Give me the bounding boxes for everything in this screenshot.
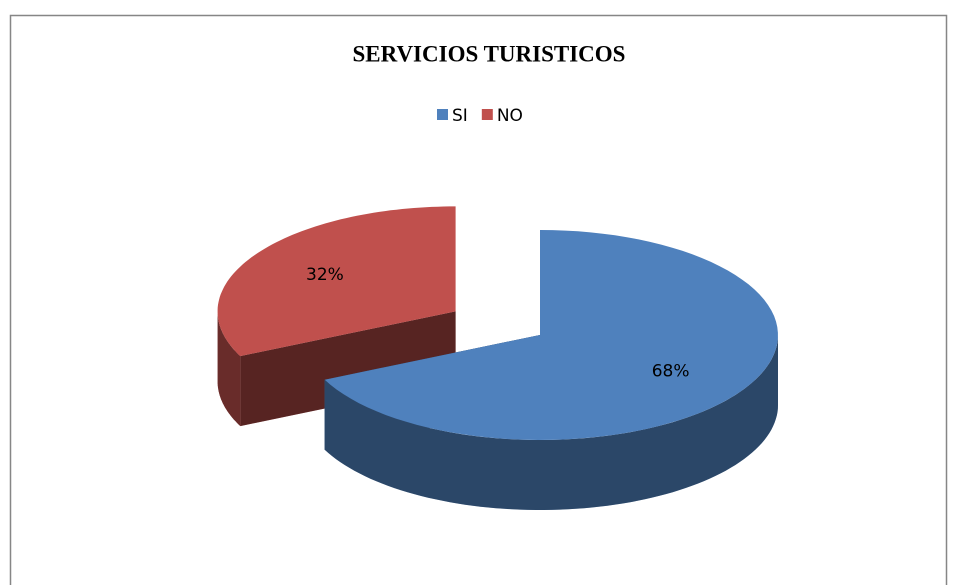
legend-swatch	[437, 109, 448, 120]
slice	[217, 206, 456, 357]
data-label: 68%	[652, 362, 690, 382]
slice-side	[324, 335, 778, 510]
slice-shade	[240, 311, 456, 427]
legend-label: NO	[497, 106, 523, 126]
slice-side-shade	[217, 311, 241, 427]
legend-swatch	[481, 109, 493, 120]
slice-side-shade	[324, 335, 778, 510]
slice	[324, 230, 778, 440]
slice-side	[217, 311, 241, 427]
pie: 68% 32%	[217, 206, 778, 510]
data-label: 32%	[306, 265, 344, 285]
legend-label: SI	[452, 106, 468, 126]
chart-title: SERVICIOS TURISTICOS	[353, 41, 626, 66]
legend: SI NO	[437, 106, 523, 126]
